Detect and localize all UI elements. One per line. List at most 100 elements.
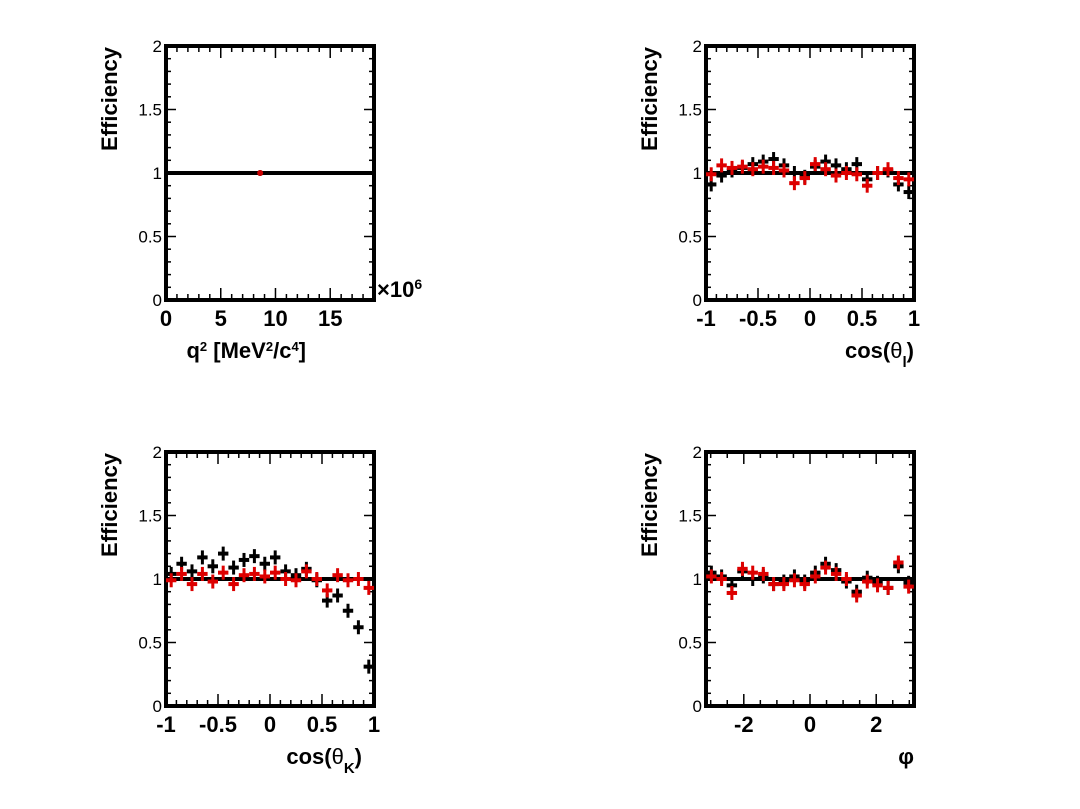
data-point-red — [851, 167, 862, 182]
x-axis-title: cos(θK) — [286, 744, 362, 777]
data-point-red — [778, 163, 790, 178]
x-tick-label: -0.5 — [199, 712, 237, 737]
data-point-red — [903, 579, 914, 594]
data-point-red — [716, 572, 727, 586]
data-point-red — [280, 572, 291, 586]
data-point-red — [882, 162, 894, 177]
data-point-black — [332, 588, 343, 603]
data-point-red — [820, 560, 831, 575]
data-point-red — [301, 564, 312, 579]
data-point-black — [259, 556, 270, 571]
data-point-black — [207, 559, 218, 574]
data-point-red — [342, 573, 354, 588]
data-point-red — [882, 580, 894, 595]
x-tick-label: 0.5 — [847, 306, 878, 331]
data-point-red — [758, 566, 769, 581]
data-point-red — [186, 577, 198, 592]
data-point-red — [353, 572, 364, 586]
data-point-red — [768, 577, 779, 592]
x-tick-label: 2 — [870, 712, 882, 737]
data-point-red — [716, 158, 727, 173]
data-point-black — [197, 550, 208, 565]
data-point-red — [363, 580, 374, 595]
y-tick-label: 0 — [693, 291, 702, 310]
data-point-red — [872, 166, 883, 180]
data-point-red — [706, 569, 717, 584]
data-point-red — [903, 172, 914, 187]
data-point-red — [197, 566, 208, 581]
data-point-red — [810, 157, 821, 172]
data-point-red — [238, 568, 250, 583]
data-point-black — [903, 185, 914, 200]
data-point-red — [290, 573, 302, 588]
data-point-red — [726, 160, 738, 175]
y-tick-label: 2 — [693, 443, 702, 462]
data-point-red — [862, 178, 873, 193]
data-point-red — [841, 166, 852, 180]
data-point-red — [851, 588, 862, 603]
x-tick-label: 0 — [804, 306, 816, 331]
data-point-red — [322, 583, 333, 598]
data-point-red — [706, 167, 717, 182]
x-axis-title: φ — [898, 744, 914, 769]
data-point-red — [257, 170, 264, 176]
y-tick-label: 0 — [153, 291, 162, 310]
x-axis-title: cos(θl) — [845, 338, 914, 371]
data-point-red — [166, 573, 177, 588]
y-tick-label: 1 — [153, 164, 162, 183]
data-point-red — [893, 555, 904, 570]
y-tick-label: 1 — [153, 570, 162, 589]
data-point-red — [747, 162, 758, 177]
data-point-red — [218, 565, 229, 580]
data-point-red — [778, 577, 790, 592]
y-tick-label: 1 — [693, 164, 702, 183]
y-axis-title: Efficiency — [97, 452, 122, 557]
x-tick-label: -2 — [734, 712, 754, 737]
data-point-black — [249, 549, 260, 564]
data-point-red — [249, 566, 260, 581]
y-tick-label: 2 — [153, 37, 162, 56]
y-tick-label: 1.5 — [678, 101, 702, 120]
data-point-red — [841, 572, 852, 586]
data-point-red — [830, 566, 842, 581]
y-tick-label: 0 — [693, 697, 702, 716]
data-point-red — [789, 176, 800, 191]
x-tick-label: 0 — [264, 712, 276, 737]
data-point-red — [758, 159, 769, 174]
x-tick-label: 5 — [215, 306, 227, 331]
data-point-red — [228, 577, 239, 592]
data-point-red — [259, 569, 270, 584]
x-tick-label: 0 — [804, 712, 816, 737]
y-tick-label: 1.5 — [138, 507, 162, 526]
panel-phi: 0 0.5 1 1.5 2 -2 0 2 Efficiency φ — [637, 443, 916, 769]
data-point-red — [820, 162, 831, 177]
panel-q2: 0 0.5 1 1.5 2 0 5 10 15 Efficiency q2 [MeV2/c4] ×10… — [97, 37, 422, 363]
data-point-red — [830, 168, 842, 183]
data-point-red — [872, 578, 883, 593]
data-point-red — [799, 577, 810, 592]
panel-cos-theta-k: 0 0.5 1 1.5 2 -1 -0.5 0 0.5 1 Efficiency cos(θK) — [97, 443, 380, 777]
data-point-black — [228, 560, 239, 575]
y-tick-label: 0.5 — [678, 228, 702, 247]
data-point-red — [789, 573, 800, 588]
y-tick-label: 2 — [693, 37, 702, 56]
x-tick-label: 1 — [908, 306, 920, 331]
data-point-black — [238, 552, 250, 567]
y-tick-label: 0.5 — [138, 634, 162, 653]
data-point-black — [218, 546, 229, 561]
y-tick-label: 2 — [153, 443, 162, 462]
x-tick-label: 10 — [263, 306, 287, 331]
data-point-red — [799, 171, 810, 186]
data-point-red — [270, 565, 281, 580]
data-point-red — [332, 568, 343, 583]
x-tick-label: -0.5 — [739, 306, 777, 331]
y-tick-label: 1.5 — [678, 507, 702, 526]
data-point-black — [270, 550, 281, 565]
y-tick-label: 0.5 — [678, 634, 702, 653]
y-tick-label: 1 — [693, 570, 702, 589]
y-tick-label: 1.5 — [138, 101, 162, 120]
data-point-red — [726, 585, 738, 600]
x-tick-label: -1 — [156, 712, 176, 737]
data-point-red — [810, 569, 821, 584]
